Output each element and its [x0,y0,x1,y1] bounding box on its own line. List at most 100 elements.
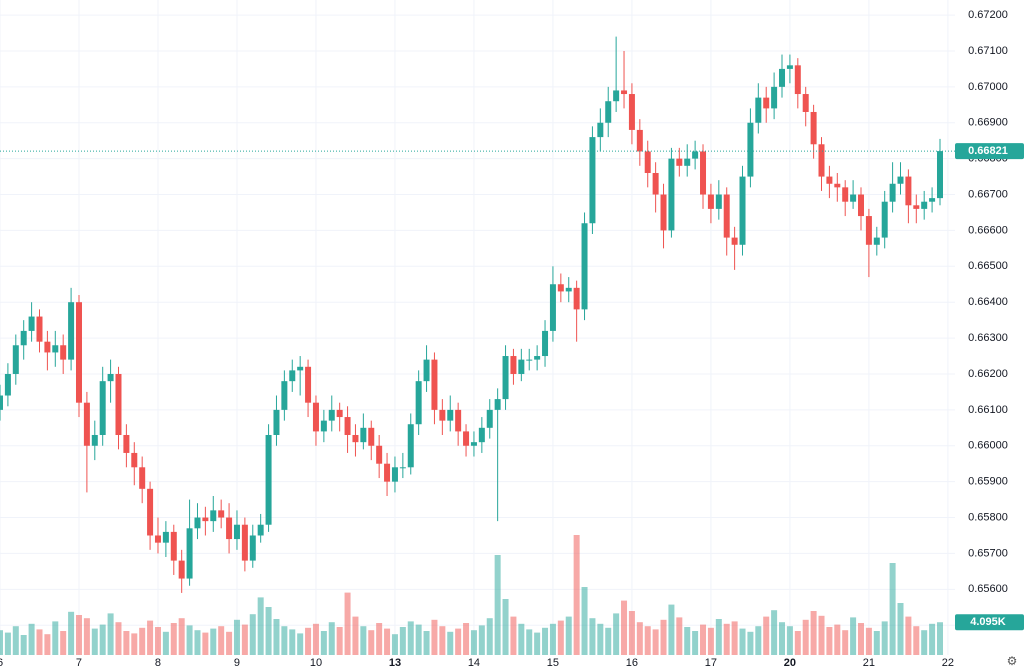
x-tick-label: 8 [155,657,161,669]
candle-body [273,409,280,435]
volume-bar [352,616,359,655]
volume-bar [407,621,414,655]
candle-body [700,151,707,195]
volume-bar [605,627,612,655]
y-tick-label: 0.65800 [968,511,1008,523]
volume-bar [202,632,209,655]
volume-bar [589,618,596,655]
volume-bar [36,629,43,655]
volume-bar [873,631,880,655]
volume-bar [218,626,225,655]
candle-body [660,194,667,231]
candle-body [391,467,398,482]
candle-body [818,144,825,177]
candle-body [20,330,27,346]
last-price-label: 0.66821 [968,145,1008,157]
candle-body [881,201,888,238]
candle-body [526,359,533,361]
last-price-tag [955,143,1024,160]
candle-body [794,65,801,95]
candle-body [494,399,501,410]
volume-bar [486,618,493,655]
volume-bar [431,619,438,655]
candle-body [589,137,596,224]
settings-icon[interactable]: ⚙ [1007,654,1018,668]
y-tick-label: 0.67000 [968,81,1008,93]
candle-body [447,409,454,421]
candle-body [763,97,770,109]
volume-bar [320,631,327,655]
volume-bar [668,604,675,655]
y-tick-label: 0.66000 [968,440,1008,452]
volume-bar [628,611,635,655]
volume-bar [210,628,217,655]
candle-body [68,302,75,360]
candle-body [913,205,920,209]
x-tick-label: 10 [310,657,322,669]
x-tick-label: 16 [626,657,638,669]
candle-body [486,409,493,428]
volume-bar [455,628,462,655]
volume-bar [368,630,375,655]
volume-bar [439,626,446,655]
candle-body [60,345,67,360]
volume-bar [312,623,319,655]
y-tick-label: 0.66400 [968,296,1008,308]
candle-body [534,356,541,360]
candle-body [597,122,604,138]
y-tick-label: 0.66200 [968,368,1008,380]
volume-bar [502,599,509,655]
y-tick-label: 0.65600 [968,583,1008,595]
volume-bar [391,634,398,655]
volume-bar [897,603,904,655]
volume-bar [226,631,233,655]
candle-body [194,517,201,529]
volume-bar [644,626,651,655]
candle-body [384,463,391,482]
volume-bar [107,613,114,655]
volume-bar [60,631,67,655]
volume-bar [20,635,27,655]
candle-body [202,517,209,522]
candle-body [91,434,98,446]
volume-bar [297,633,304,655]
candle-body [297,366,304,371]
volume-bar [779,622,786,655]
candle-body [328,409,335,421]
volume-bar [921,630,928,655]
candle-body [636,129,643,152]
candle-body [858,194,865,217]
volume-bar [12,626,19,655]
last-volume-label: 4.095K [970,616,1006,628]
y-tick-label: 0.66700 [968,188,1008,200]
candle-body [644,151,651,173]
y-tick-label: 0.67100 [968,45,1008,57]
candle-body [731,237,738,245]
candle-body [36,316,43,342]
volume-bar [52,621,59,655]
candle-body [779,68,786,87]
volume-bar [399,627,406,655]
candle-body [455,409,462,432]
volume-bar [818,615,825,655]
candle-body [210,510,217,522]
candle-body [154,535,161,543]
volume-bar [826,627,833,655]
volume-bar [241,624,248,655]
candle-body [147,488,154,536]
volume-bar [889,563,896,655]
x-tick-label: 14 [468,657,480,669]
candle-body [684,158,691,166]
candle-body [83,402,90,446]
candle-body [707,194,714,209]
x-tick-label: 6 [0,657,3,669]
candle-body [747,122,754,177]
volume-bar [423,631,430,655]
volume-bar [707,627,714,655]
candle-body [257,524,264,536]
candle-body [170,531,177,561]
volume-bar [233,619,240,655]
y-tick-label: 0.66900 [968,117,1008,129]
x-tick-label: 17 [705,657,717,669]
volume-bar [305,627,312,655]
